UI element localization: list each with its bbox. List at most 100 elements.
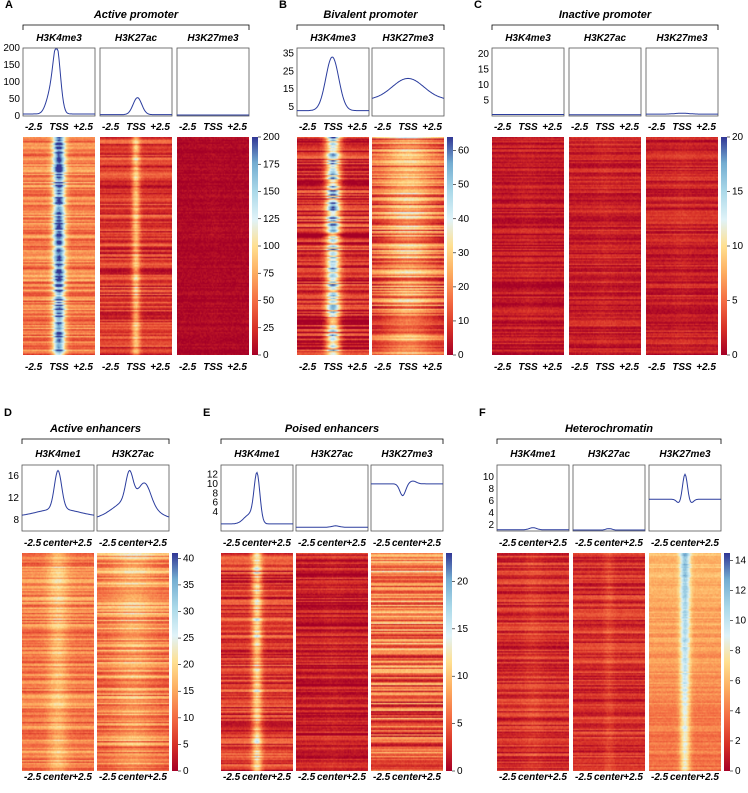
y-tick-label: 12 — [207, 469, 219, 480]
heatmap-x-label: -2.5 — [648, 362, 666, 373]
heatmap-h3k27me3 — [372, 137, 444, 355]
colorbar-tick-label: 20 — [458, 282, 470, 293]
profile-x-label: +2.5 — [72, 538, 92, 549]
y-tick-label: 5 — [288, 102, 294, 113]
profile-x-label: -2.5 — [179, 122, 197, 133]
profile-x-label: -2.5 — [99, 538, 117, 549]
profile-line — [100, 97, 172, 116]
colorbar-tick-label: 25 — [183, 633, 195, 644]
heatmap-x-label: TSS — [203, 362, 223, 373]
heatmap-h3k4me1 — [221, 553, 293, 771]
heatmap-h3k4me1 — [22, 553, 94, 771]
profile-x-label: -2.5 — [102, 122, 120, 133]
y-tick-label: 100 — [3, 77, 20, 88]
heatmap-x-label: -2.5 — [299, 362, 317, 373]
colorbar-tick-label: 2 — [735, 736, 741, 747]
profile-x-label: +2.5 — [347, 122, 367, 133]
profile-line — [371, 77, 445, 99]
y-tick-label: 10 — [207, 479, 219, 490]
y-tick-label: 50 — [9, 94, 21, 105]
colorbar-tick-label: 12 — [735, 586, 747, 597]
heatmap-x-label: center — [594, 772, 625, 783]
heatmap-x-label: -2.5 — [223, 772, 241, 783]
heatmap-x-label: center — [242, 772, 273, 783]
colorbar — [252, 137, 258, 355]
profile-x-label: -2.5 — [651, 538, 669, 549]
profile-frame — [21, 464, 95, 532]
colorbar-tick-label: 30 — [183, 606, 195, 617]
heatmap-x-label: +2.5 — [346, 772, 366, 783]
profile-x-label: center — [317, 538, 348, 549]
heatmap-x-label: center — [518, 772, 549, 783]
heatmap-x-label: TSS — [518, 362, 538, 373]
heatmap-x-label: +2.5 — [696, 362, 716, 373]
profile-line — [96, 469, 170, 518]
profile-frame — [572, 464, 646, 532]
colorbar-tick-label: 0 — [263, 350, 269, 361]
colorbar-tick-label: 35 — [183, 580, 195, 591]
heatmap-x-label: +2.5 — [227, 362, 247, 373]
profile-x-label: -2.5 — [24, 538, 42, 549]
profile-line — [296, 525, 368, 528]
heatmap-x-label: -2.5 — [571, 362, 589, 373]
profile-x-label: -2.5 — [374, 122, 392, 133]
colorbar — [172, 553, 178, 771]
colorbar-tick-label: 0 — [732, 350, 738, 361]
colorbar-tick-label: 10 — [457, 671, 469, 682]
colorbar-tick-label: 15 — [732, 187, 744, 198]
profile-x-label: TSS — [203, 122, 223, 133]
mark-label: H3K27ac — [112, 449, 155, 460]
profile-x-label: +2.5 — [699, 538, 719, 549]
heatmap-x-label: +2.5 — [623, 772, 643, 783]
panel-label: D — [4, 407, 12, 419]
profile-line — [297, 56, 369, 112]
heatmap-x-label: TSS — [126, 362, 146, 373]
profile-x-label: TSS — [323, 122, 343, 133]
colorbar — [724, 553, 730, 771]
heatmap-h3k27ac — [97, 553, 169, 771]
y-tick-label: 20 — [478, 49, 490, 60]
y-tick-label: 15 — [478, 65, 490, 76]
colorbar-tick-label: 4 — [735, 706, 741, 717]
y-tick-label: 6 — [488, 496, 494, 507]
profile-x-label: +2.5 — [542, 122, 562, 133]
heatmap-x-label: +2.5 — [422, 362, 442, 373]
profile-x-label: -2.5 — [298, 538, 316, 549]
profile-x-label: +2.5 — [227, 122, 247, 133]
colorbar-tick-label: 6 — [735, 676, 741, 687]
mark-label: H3K27ac — [588, 449, 631, 460]
y-tick-label: 25 — [283, 66, 295, 77]
profile-x-label: center — [594, 538, 625, 549]
colorbar-tick-label: 40 — [183, 553, 195, 564]
colorbar-tick-label: 0 — [458, 350, 464, 361]
y-tick-label: 8 — [212, 488, 218, 499]
profile-x-label: TSS — [126, 122, 146, 133]
heatmap-h3k27ac — [296, 553, 368, 771]
profile-x-label: TSS — [49, 122, 69, 133]
colorbar-tick-label: 40 — [458, 214, 470, 225]
panel-b: B Bivalent promoter 5 15 25 35 H3K4me3 -2.5 TSS +… — [279, 0, 470, 373]
heatmap-h3k27me3 — [646, 137, 718, 355]
heatmap-x-label: -2.5 — [102, 362, 120, 373]
profile-x-label: -2.5 — [575, 538, 593, 549]
profile-frame — [645, 47, 719, 117]
colorbar-tick-label: 5 — [732, 296, 738, 307]
colorbar-tick-label: 125 — [263, 214, 280, 225]
profile-x-label: center — [118, 538, 149, 549]
heatmap-x-label: -2.5 — [651, 772, 669, 783]
heatmap-h3k4me1 — [497, 553, 569, 771]
heatmap-x-label: +2.5 — [547, 772, 567, 783]
profile-line — [23, 48, 95, 115]
mark-label: H3K4me3 — [36, 33, 82, 44]
panel-title: Inactive promoter — [559, 9, 652, 21]
profile-x-label: TSS — [672, 122, 692, 133]
profile-x-label: +2.5 — [623, 538, 643, 549]
colorbar-tick-label: 60 — [458, 146, 470, 157]
heatmap-x-label: -2.5 — [179, 362, 197, 373]
profile-line — [573, 528, 645, 531]
colorbar-tick-label: 15 — [183, 686, 195, 697]
